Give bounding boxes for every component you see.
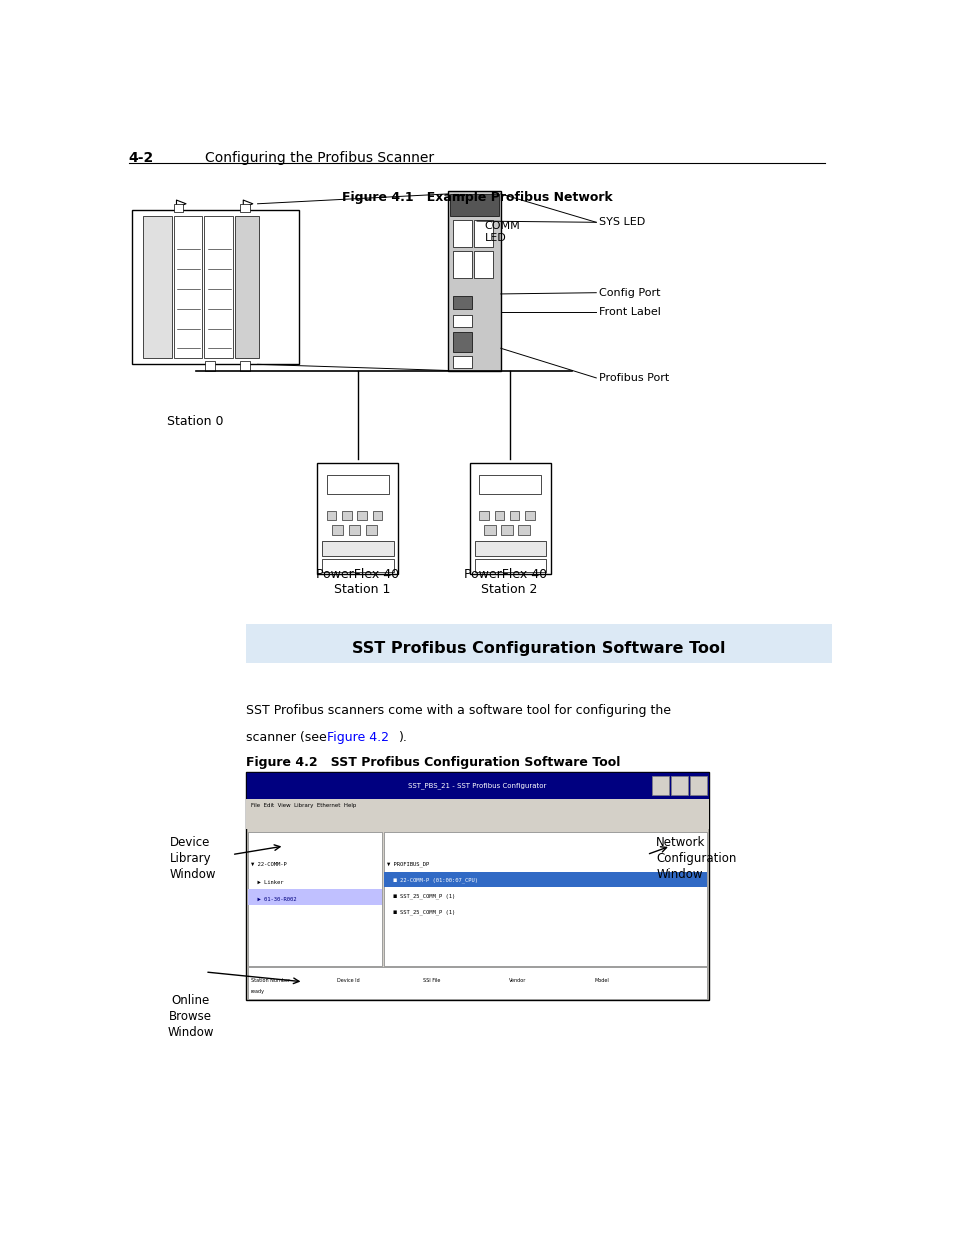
Text: ▶ Linker: ▶ Linker: [251, 879, 283, 884]
Bar: [689, 776, 706, 795]
Text: Vendor: Vendor: [508, 978, 525, 983]
Bar: [448, 191, 500, 370]
Text: Network
Configuration
Window: Network Configuration Window: [656, 836, 736, 881]
Bar: [495, 511, 504, 520]
Bar: [234, 216, 258, 358]
Bar: [332, 525, 343, 535]
Text: Profibus Port: Profibus Port: [598, 373, 669, 383]
Bar: [384, 872, 706, 887]
Bar: [453, 315, 472, 327]
Bar: [240, 204, 250, 212]
Bar: [321, 541, 393, 556]
Bar: [518, 525, 530, 535]
Text: ▶ 01-30-R002: ▶ 01-30-R002: [251, 897, 296, 902]
Bar: [349, 525, 360, 535]
Text: Device Id: Device Id: [336, 978, 359, 983]
Bar: [246, 772, 708, 1000]
Bar: [475, 559, 545, 572]
Bar: [316, 463, 398, 574]
FancyBboxPatch shape: [246, 624, 831, 663]
Text: Figure 4.2: Figure 4.2: [327, 731, 389, 745]
Text: Configuring the Profibus Scanner: Configuring the Profibus Scanner: [205, 151, 434, 164]
Text: File  Edit  View  Library  Ethernet  Help: File Edit View Library Ethernet Help: [251, 803, 355, 808]
Bar: [173, 216, 202, 358]
Text: Config Port: Config Port: [598, 288, 659, 298]
Bar: [474, 251, 493, 278]
Text: Station 0: Station 0: [167, 415, 223, 429]
Bar: [372, 511, 381, 520]
Bar: [670, 776, 687, 795]
Bar: [246, 772, 708, 799]
Text: Figure 4.1   Example Profibus Network: Figure 4.1 Example Profibus Network: [341, 191, 612, 205]
Text: ■ SST_25_COMM_P (1): ■ SST_25_COMM_P (1): [387, 894, 456, 899]
Text: Figure 4.2   SST Profibus Configuration Software Tool: Figure 4.2 SST Profibus Configuration So…: [246, 756, 619, 769]
Bar: [132, 210, 298, 364]
Text: ready: ready: [251, 989, 265, 994]
Text: SST Profibus scanners come with a software tool for configuring the: SST Profibus scanners come with a softwa…: [246, 704, 670, 718]
Bar: [453, 251, 472, 278]
Bar: [326, 475, 389, 494]
Text: SST Profibus Configuration Software Tool: SST Profibus Configuration Software Tool: [352, 641, 725, 656]
Bar: [173, 204, 183, 212]
Text: PowerFlex 40
  Station 1: PowerFlex 40 Station 1: [315, 568, 399, 597]
Text: SSI File: SSI File: [422, 978, 439, 983]
Text: Model: Model: [594, 978, 608, 983]
Text: scanner (see: scanner (see: [246, 731, 331, 745]
Bar: [475, 541, 545, 556]
Bar: [453, 296, 472, 309]
Bar: [484, 525, 496, 535]
Bar: [469, 463, 551, 574]
Text: PowerFlex 40
  Station 2: PowerFlex 40 Station 2: [463, 568, 547, 597]
Text: Station Number: Station Number: [251, 978, 290, 983]
Bar: [246, 813, 708, 829]
Bar: [366, 525, 377, 535]
Text: SST_PBS_21 - SST Profibus Configurator: SST_PBS_21 - SST Profibus Configurator: [408, 782, 546, 789]
Bar: [204, 216, 233, 358]
Bar: [450, 194, 498, 216]
Bar: [248, 889, 381, 905]
Text: Front Label: Front Label: [598, 308, 660, 317]
Text: COMM
LED: COMM LED: [484, 221, 519, 243]
Bar: [453, 332, 472, 352]
Bar: [479, 475, 541, 494]
Bar: [384, 832, 706, 966]
Bar: [474, 220, 493, 247]
Bar: [326, 511, 336, 520]
Bar: [453, 356, 472, 368]
Bar: [248, 967, 706, 999]
Bar: [479, 511, 489, 520]
Text: SYS LED: SYS LED: [598, 217, 644, 227]
Bar: [205, 361, 214, 370]
Bar: [248, 832, 381, 966]
Bar: [525, 511, 534, 520]
Text: ■ SST_25_COMM_P (1): ■ SST_25_COMM_P (1): [387, 910, 456, 915]
Text: 4-2: 4-2: [129, 151, 153, 164]
Text: ▼ 22-COMM-P: ▼ 22-COMM-P: [251, 862, 286, 867]
Bar: [453, 220, 472, 247]
Bar: [240, 361, 250, 370]
Bar: [510, 511, 518, 520]
Text: ▼ PROFIBUS_DP: ▼ PROFIBUS_DP: [387, 862, 429, 867]
Bar: [246, 799, 708, 813]
Bar: [143, 216, 172, 358]
Bar: [342, 511, 352, 520]
Bar: [321, 559, 393, 572]
Bar: [651, 776, 668, 795]
Text: ).: ).: [398, 731, 407, 745]
Text: ■ 22-COMM-P (01:00:07_CPU): ■ 22-COMM-P (01:00:07_CPU): [387, 878, 477, 883]
Text: Device
Library
Window: Device Library Window: [170, 836, 216, 881]
Bar: [501, 525, 513, 535]
Text: Online
Browse
Window: Online Browse Window: [168, 994, 213, 1039]
Bar: [357, 511, 367, 520]
